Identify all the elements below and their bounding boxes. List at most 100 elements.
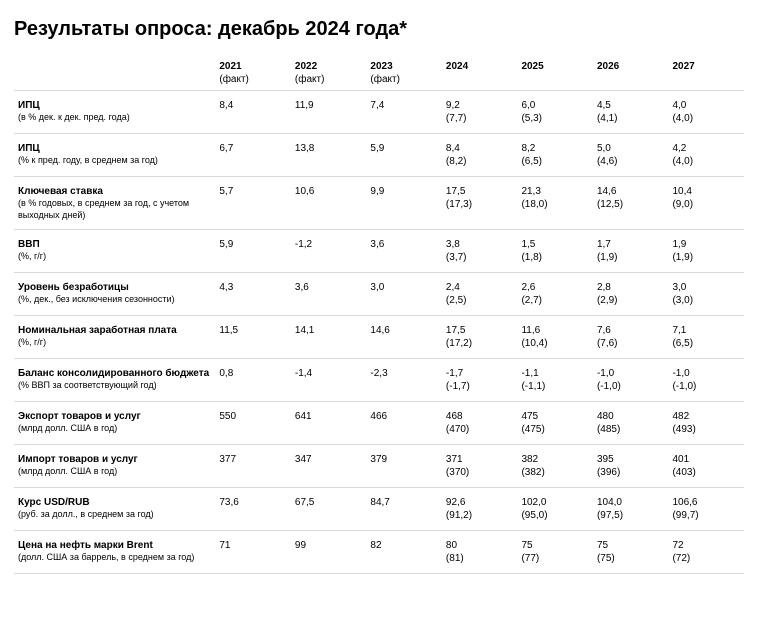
table-row: Ключевая ставка(в % годовых, в среднем з… xyxy=(14,177,744,230)
cell: 379 xyxy=(366,445,442,488)
table-head: 2021(факт)2022(факт)2023(факт)2024202520… xyxy=(14,55,744,91)
cell: 0,8 xyxy=(215,359,291,402)
cell: 6,0(5,3) xyxy=(517,91,593,134)
cell: 8,2(6,5) xyxy=(517,134,593,177)
cell: 641 xyxy=(291,402,367,445)
cell: 102,0(95,0) xyxy=(517,488,593,531)
cell: 371(370) xyxy=(442,445,518,488)
cell: 482(493) xyxy=(668,402,744,445)
cell: -1,7(-1,7) xyxy=(442,359,518,402)
cell: 21,3(18,0) xyxy=(517,177,593,230)
table-row: Цена на нефть марки Brent(долл. США за б… xyxy=(14,531,744,574)
cell: -1,2 xyxy=(291,230,367,273)
cell: 3,6 xyxy=(366,230,442,273)
cell: 92,6(91,2) xyxy=(442,488,518,531)
cell: -1,0(-1,0) xyxy=(668,359,744,402)
table-row: ИПЦ(в % дек. к дек. пред. года)8,411,97,… xyxy=(14,91,744,134)
cell: 468(470) xyxy=(442,402,518,445)
cell: 11,9 xyxy=(291,91,367,134)
cell: 7,4 xyxy=(366,91,442,134)
row-label: Цена на нефть марки Brent(долл. США за б… xyxy=(14,531,215,574)
cell: 75(75) xyxy=(593,531,669,574)
header-empty xyxy=(14,55,215,91)
cell: 13,8 xyxy=(291,134,367,177)
table-body: ИПЦ(в % дек. к дек. пред. года)8,411,97,… xyxy=(14,91,744,574)
table-row: Баланс консолидированного бюджета(% ВВП … xyxy=(14,359,744,402)
cell: 1,9(1,9) xyxy=(668,230,744,273)
cell: 382(382) xyxy=(517,445,593,488)
cell: 5,0(4,6) xyxy=(593,134,669,177)
table-row: Экспорт товаров и услуг(млрд долл. США в… xyxy=(14,402,744,445)
cell: -2,3 xyxy=(366,359,442,402)
cell: 10,6 xyxy=(291,177,367,230)
cell: 5,9 xyxy=(366,134,442,177)
cell: 480(485) xyxy=(593,402,669,445)
cell: 11,5 xyxy=(215,316,291,359)
cell: -1,0(-1,0) xyxy=(593,359,669,402)
cell: 14,6(12,5) xyxy=(593,177,669,230)
cell: 6,7 xyxy=(215,134,291,177)
col-header-2025: 2025 xyxy=(517,55,593,91)
cell: 9,9 xyxy=(366,177,442,230)
col-header-2026: 2026 xyxy=(593,55,669,91)
col-header-2022: 2022(факт) xyxy=(291,55,367,91)
cell: 3,0 xyxy=(366,273,442,316)
cell: 82 xyxy=(366,531,442,574)
cell: -1,1(-1,1) xyxy=(517,359,593,402)
cell: 67,5 xyxy=(291,488,367,531)
row-label: Ключевая ставка(в % годовых, в среднем з… xyxy=(14,177,215,230)
cell: 3,8(3,7) xyxy=(442,230,518,273)
cell: 395(396) xyxy=(593,445,669,488)
row-label: ИПЦ(в % дек. к дек. пред. года) xyxy=(14,91,215,134)
col-header-2023: 2023(факт) xyxy=(366,55,442,91)
cell: 1,5(1,8) xyxy=(517,230,593,273)
cell: 14,1 xyxy=(291,316,367,359)
table-row: Номинальная заработная плата(%, г/г)11,5… xyxy=(14,316,744,359)
table-row: ВВП(%, г/г)5,9-1,23,63,8(3,7)1,5(1,8)1,7… xyxy=(14,230,744,273)
cell: 5,7 xyxy=(215,177,291,230)
cell: 2,4(2,5) xyxy=(442,273,518,316)
cell: -1,4 xyxy=(291,359,367,402)
cell: 9,2(7,7) xyxy=(442,91,518,134)
cell: 71 xyxy=(215,531,291,574)
table-row: Курс USD/RUB(руб. за долл., в среднем за… xyxy=(14,488,744,531)
cell: 466 xyxy=(366,402,442,445)
cell: 73,6 xyxy=(215,488,291,531)
cell: 3,6 xyxy=(291,273,367,316)
cell: 5,9 xyxy=(215,230,291,273)
col-header-2024: 2024 xyxy=(442,55,518,91)
cell: 4,3 xyxy=(215,273,291,316)
cell: 14,6 xyxy=(366,316,442,359)
cell: 401(403) xyxy=(668,445,744,488)
cell: 377 xyxy=(215,445,291,488)
col-header-2027: 2027 xyxy=(668,55,744,91)
cell: 106,6(99,7) xyxy=(668,488,744,531)
row-label: Экспорт товаров и услуг(млрд долл. США в… xyxy=(14,402,215,445)
row-label: Курс USD/RUB(руб. за долл., в среднем за… xyxy=(14,488,215,531)
cell: 4,0(4,0) xyxy=(668,91,744,134)
cell: 84,7 xyxy=(366,488,442,531)
cell: 2,6(2,7) xyxy=(517,273,593,316)
row-label: ИПЦ(% к пред. году, в среднем за год) xyxy=(14,134,215,177)
cell: 11,6(10,4) xyxy=(517,316,593,359)
row-label: Номинальная заработная плата(%, г/г) xyxy=(14,316,215,359)
row-label: Уровень безработицы(%, дек., без исключе… xyxy=(14,273,215,316)
table-row: ИПЦ(% к пред. году, в среднем за год)6,7… xyxy=(14,134,744,177)
col-header-2021: 2021(факт) xyxy=(215,55,291,91)
cell: 7,1(6,5) xyxy=(668,316,744,359)
cell: 2,8(2,9) xyxy=(593,273,669,316)
cell: 550 xyxy=(215,402,291,445)
cell: 347 xyxy=(291,445,367,488)
table-row: Уровень безработицы(%, дек., без исключе… xyxy=(14,273,744,316)
cell: 104,0(97,5) xyxy=(593,488,669,531)
survey-table: 2021(факт)2022(факт)2023(факт)2024202520… xyxy=(14,55,744,574)
cell: 4,5(4,1) xyxy=(593,91,669,134)
cell: 72(72) xyxy=(668,531,744,574)
cell: 80(81) xyxy=(442,531,518,574)
cell: 99 xyxy=(291,531,367,574)
cell: 1,7(1,9) xyxy=(593,230,669,273)
cell: 17,5(17,2) xyxy=(442,316,518,359)
cell: 4,2(4,0) xyxy=(668,134,744,177)
row-label: Импорт товаров и услуг(млрд долл. США в … xyxy=(14,445,215,488)
table-row: Импорт товаров и услуг(млрд долл. США в … xyxy=(14,445,744,488)
